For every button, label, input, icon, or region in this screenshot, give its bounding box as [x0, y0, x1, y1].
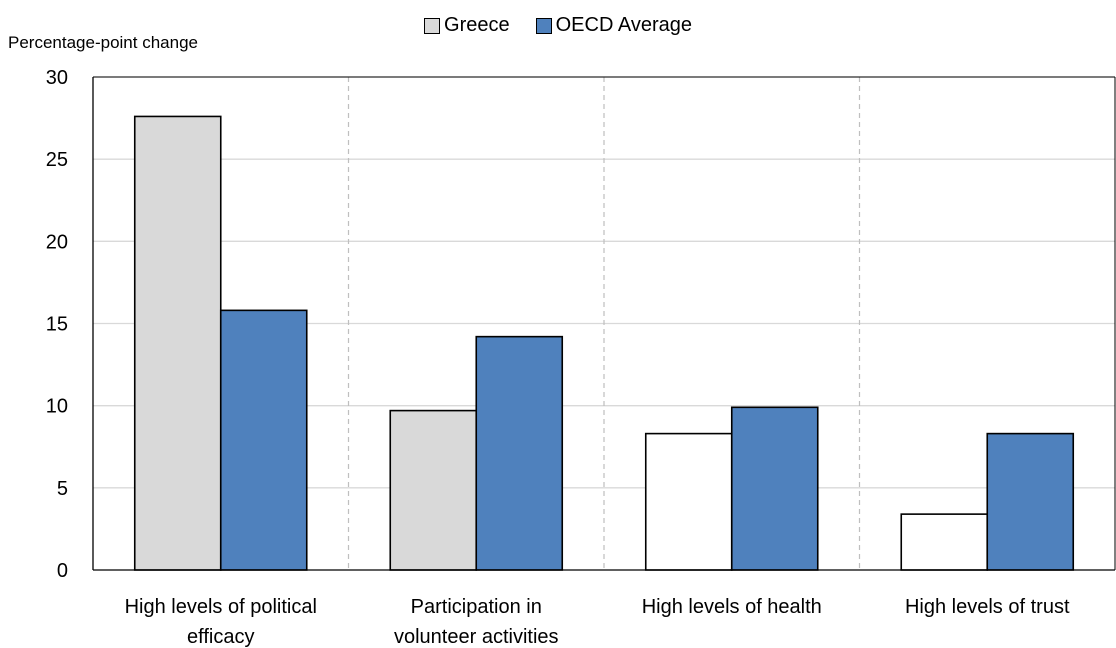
- y-tick-label: 25: [46, 149, 68, 171]
- x-tick-label: High levels of health: [642, 596, 822, 618]
- legend-swatch-greece: [424, 17, 441, 34]
- y-tick-label: 20: [46, 231, 68, 253]
- y-tick-label: 30: [46, 67, 68, 89]
- legend-swatch-oecd: [535, 17, 552, 34]
- x-tick-label: volunteer activities: [394, 626, 559, 648]
- bar-oecd-average: [986, 432, 1075, 571]
- x-tick-label: efficacy: [187, 626, 254, 648]
- y-tick-label: 15: [46, 314, 68, 336]
- x-tick-label: High levels of political: [125, 596, 317, 618]
- bar-greece: [644, 432, 733, 571]
- bar-oecd-average: [475, 335, 564, 571]
- legend-label-greece: Greece: [444, 14, 510, 36]
- bar-greece: [389, 409, 478, 571]
- y-tick-label: 10: [46, 396, 68, 418]
- bar-greece: [900, 513, 989, 571]
- legend-item-oecd: OECD Average: [535, 14, 692, 37]
- legend-label-oecd: OECD Average: [555, 14, 692, 36]
- x-tick-label: High levels of trust: [905, 596, 1070, 618]
- y-tick-label: 0: [57, 560, 68, 582]
- legend-item-greece: Greece: [424, 14, 510, 37]
- legend: Greece OECD Average: [0, 14, 1116, 37]
- y-tick-label: 5: [57, 478, 68, 500]
- x-tick-label: Participation in: [411, 596, 542, 618]
- y-axis-label: Percentage-point change: [8, 33, 198, 52]
- bar-oecd-average: [730, 406, 819, 571]
- bar-greece: [133, 115, 222, 571]
- bar-oecd-average: [219, 309, 308, 571]
